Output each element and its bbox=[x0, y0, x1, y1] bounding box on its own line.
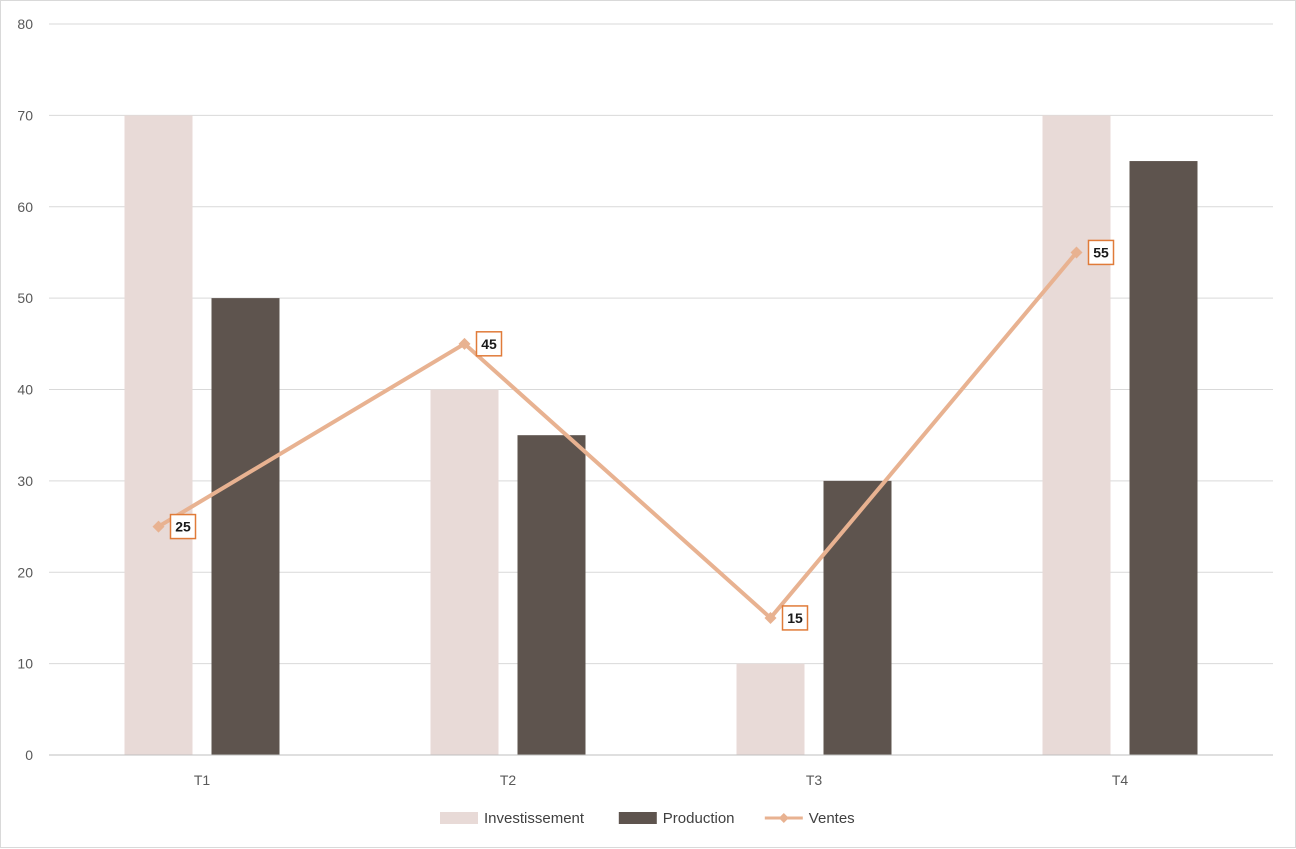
bar-investissement-t2 bbox=[430, 389, 499, 755]
y-tick-label-20: 20 bbox=[17, 564, 33, 580]
y-tick-label-80: 80 bbox=[17, 16, 33, 32]
data-label-box-t4 bbox=[1087, 239, 1115, 266]
legend-swatch-production bbox=[618, 812, 657, 824]
legend-label-production: Production bbox=[663, 810, 735, 827]
data-label-box-t3 bbox=[781, 605, 809, 631]
bar-investissement-t1 bbox=[124, 115, 193, 755]
y-tick-label-40: 40 bbox=[17, 382, 33, 398]
bar-investissement-t4 bbox=[1042, 115, 1111, 755]
data-label-t4: 55 bbox=[1093, 244, 1109, 260]
data-label-box-t1 bbox=[169, 513, 197, 540]
y-tick-label-60: 60 bbox=[17, 199, 33, 215]
data-label-t2: 45 bbox=[481, 336, 497, 352]
y-tick-label-10: 10 bbox=[17, 656, 33, 672]
legend: Investissement Production Ventes bbox=[440, 810, 855, 827]
bar-production-t2 bbox=[517, 435, 586, 755]
marker-ventes-t1 bbox=[152, 520, 165, 533]
legend-label-investissement: Investissement bbox=[484, 810, 585, 827]
marker-ventes-t4 bbox=[1070, 246, 1083, 259]
data-label-t3: 15 bbox=[787, 610, 803, 626]
bar-production-t4 bbox=[1129, 161, 1198, 755]
y-tick-label-50: 50 bbox=[17, 290, 33, 306]
line-series bbox=[152, 246, 1083, 624]
y-tick-label-30: 30 bbox=[17, 473, 33, 489]
y-tick-label-70: 70 bbox=[17, 107, 33, 123]
marker-ventes-t2 bbox=[458, 337, 471, 350]
data-label-box-t2 bbox=[475, 331, 503, 357]
x-tick-label-t2: T2 bbox=[500, 772, 517, 788]
x-tick-label-t3: T3 bbox=[806, 772, 823, 788]
data-labels: 25 45 15 55 bbox=[169, 239, 1115, 631]
bar-production-t1 bbox=[211, 298, 280, 755]
marker-ventes-t3 bbox=[764, 611, 777, 624]
legend-marker-ventes bbox=[778, 813, 789, 823]
bars bbox=[124, 115, 1198, 755]
y-tick-label-0: 0 bbox=[25, 747, 33, 763]
bar-production-t3 bbox=[823, 480, 892, 755]
data-label-t1: 25 bbox=[175, 519, 191, 535]
y-axis: 0 10 20 30 40 50 60 70 80 bbox=[17, 16, 33, 763]
bar-investissement-t3 bbox=[736, 663, 805, 755]
x-axis: T1 T2 T3 T4 bbox=[49, 754, 1273, 788]
line-ventes bbox=[157, 251, 1079, 620]
x-tick-label-t1: T1 bbox=[194, 772, 211, 788]
legend-swatch-investissement bbox=[440, 812, 478, 824]
legend-label-ventes: Ventes bbox=[809, 810, 855, 827]
x-tick-label-t4: T4 bbox=[1112, 772, 1129, 788]
